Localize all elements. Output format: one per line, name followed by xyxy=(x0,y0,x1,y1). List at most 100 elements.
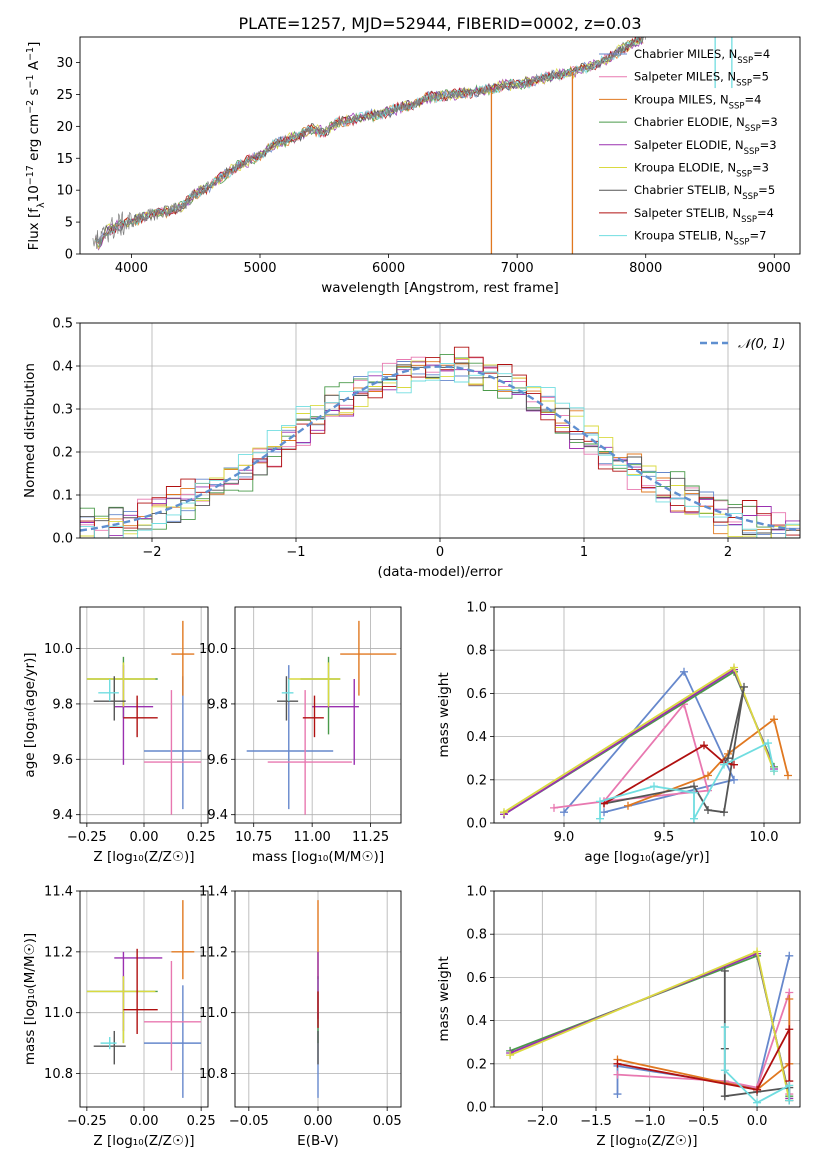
panel-age-vs-mass: 10.75 11.00 11.25 9.4 9.6 9.8 10.0 mass [log₁₀(… xyxy=(199,606,402,865)
series-marker xyxy=(753,1098,762,1107)
legend-entry-nssp: 5 xyxy=(762,70,769,84)
data-point-errorbar xyxy=(100,1037,117,1050)
y-tick-label: 0.3 xyxy=(52,403,73,418)
y-tick-label: 0.8 xyxy=(466,928,487,943)
legend: Chabrier MILES, NSSP=4 Salpeter MILES, NS… xyxy=(599,47,778,248)
gaussian-curve xyxy=(80,365,800,532)
data-point-errorbar xyxy=(144,676,202,810)
series-marker xyxy=(785,1081,794,1090)
series-marker xyxy=(764,739,772,748)
y-tick-label: 11.0 xyxy=(199,1006,228,1021)
series-path xyxy=(599,741,775,823)
y-tick-label: 0.2 xyxy=(466,773,487,788)
series-line xyxy=(720,1023,794,1107)
y-axis-label: mass weight xyxy=(436,956,452,1041)
data-point-errorbar xyxy=(288,662,341,707)
data-point-errorbar xyxy=(123,948,158,1034)
x-axis-label: wavelength [Angstrom, rest frame] xyxy=(321,280,559,296)
legend-entry: 𝒩(0, 1) xyxy=(738,337,785,352)
series-marker xyxy=(753,947,762,956)
y-tick-label: 11.0 xyxy=(44,1006,73,1021)
series-marker xyxy=(784,771,792,780)
legend-entry: Chabrier STELIB, NSSP=5 xyxy=(634,183,775,202)
y-axis-label: mass [log₁₀(M/M☉)] xyxy=(22,933,38,1065)
series-marker xyxy=(720,1023,729,1032)
x-tick-label: 7000 xyxy=(501,261,534,276)
y-axis-label: mass weight xyxy=(436,672,452,757)
legend-entry-name: Kroupa STELIB xyxy=(634,229,718,243)
x-tick-label: 0.00 xyxy=(130,830,159,845)
x-axis-label: (data-model)/error xyxy=(377,564,503,580)
legend-entry-name: Salpeter STELIB xyxy=(634,206,725,220)
y-tick-label: 10.0 xyxy=(44,642,73,657)
y-tick-label: 0.0 xyxy=(466,1101,487,1116)
legend-entry-nssp: 4 xyxy=(754,92,761,106)
legend-entry: Salpeter MILES, NSSP=5 xyxy=(634,70,769,89)
series-marker xyxy=(720,808,728,817)
legend-entry: Kroupa MILES, NSSP=4 xyxy=(634,92,761,111)
legend-entry-nssp: 3 xyxy=(770,115,777,129)
y-axis-label-part: 10 xyxy=(26,185,42,202)
error-bars xyxy=(246,620,397,815)
series-marker xyxy=(730,775,738,784)
axes-frame xyxy=(234,606,402,824)
y-tick-label: 0.0 xyxy=(52,532,73,547)
y-tick-label: 11.4 xyxy=(199,885,228,900)
y-tick-label: 15 xyxy=(56,152,73,167)
y-tick-label: 30 xyxy=(56,56,73,71)
x-axis-label: Z [log₁₀(Z/Z☉)] xyxy=(93,1133,194,1149)
y-axis-label: age [log₁₀(age/yr)] xyxy=(22,652,38,777)
series-marker xyxy=(785,951,794,960)
x-tick-label: −0.25 xyxy=(67,1114,107,1129)
series-marker xyxy=(740,682,748,691)
x-tick-label: −1.5 xyxy=(580,1114,612,1129)
x-tick-label: 4000 xyxy=(115,261,148,276)
series-marker xyxy=(600,808,608,817)
data-point-errorbar xyxy=(86,662,156,707)
y-axis-label-part: λ xyxy=(36,202,47,208)
legend-entry-nssp: 7 xyxy=(759,229,766,243)
legend-entry: Kroupa STELIB, NSSP=7 xyxy=(634,229,766,248)
panel-mass-weight-vs-age: 9.0 9.5 10.0 0.0 0.2 0.4 0.6 0.8 1.0 age [log₁₀(a… xyxy=(436,601,801,865)
x-tick-label: 0.25 xyxy=(187,1114,216,1129)
spectrum-lines xyxy=(92,37,733,254)
series-marker xyxy=(720,1092,729,1101)
y-tick-label: 9.8 xyxy=(207,697,228,712)
y-tick-label: 0.4 xyxy=(52,360,73,375)
observed-spectrum-line xyxy=(92,37,647,249)
x-tick-label: 0.05 xyxy=(373,1114,402,1129)
mass-weight-lines xyxy=(506,947,794,1107)
x-tick-label: −0.25 xyxy=(67,830,107,845)
y-axis-label-part: −1 xyxy=(25,74,36,88)
y-tick-label: 0.4 xyxy=(466,730,487,745)
y-tick-label: 9.6 xyxy=(52,753,73,768)
legend-entry-name: Kroupa ELODIE xyxy=(634,161,720,175)
x-tick-label: −2.0 xyxy=(527,1114,559,1129)
x-tick-label: 0.00 xyxy=(130,1114,159,1129)
series-marker xyxy=(704,771,712,780)
figure-title: PLATE=1257, MJD=52944, FIBERID=0002, z=0… xyxy=(238,14,641,33)
x-tick-label: 9.0 xyxy=(554,830,575,845)
y-tick-label: 10 xyxy=(56,184,73,199)
series-marker xyxy=(506,1051,515,1060)
x-tick-label: 1 xyxy=(580,545,588,560)
data-point-errorbar xyxy=(340,620,397,696)
y-axis-label-part: s xyxy=(26,88,42,99)
x-tick-label: −1.0 xyxy=(634,1114,666,1129)
x-tick-label: −0.05 xyxy=(229,1114,269,1129)
data-point-errorbar xyxy=(98,679,119,702)
legend-entry-nssp: 3 xyxy=(769,138,776,152)
data-point-errorbar xyxy=(281,679,294,702)
y-tick-label: 20 xyxy=(56,120,73,135)
legend-entry-name: Salpeter ELODIE xyxy=(634,138,728,152)
x-tick-label: 5000 xyxy=(243,261,276,276)
series-path xyxy=(603,744,735,805)
x-tick-label: 9.5 xyxy=(654,830,675,845)
x-axis-label: age [log₁₀(age/yr)] xyxy=(584,849,709,865)
x-tick-label: 0.25 xyxy=(187,830,216,845)
x-axis-label: Z [log₁₀(Z/Z☉)] xyxy=(596,1133,697,1149)
y-tick-label: 0.6 xyxy=(466,971,487,986)
y-axis-label: Flux [fλ10−17 erg cm−2 s−1 A−1] xyxy=(25,42,47,251)
panel-age-vs-Z: −0.25 0.00 0.25 9.4 9.6 9.8 10.0 Z [log₁₀(Z/Z☉)… xyxy=(22,606,216,865)
y-tick-label: 1.0 xyxy=(466,601,487,616)
